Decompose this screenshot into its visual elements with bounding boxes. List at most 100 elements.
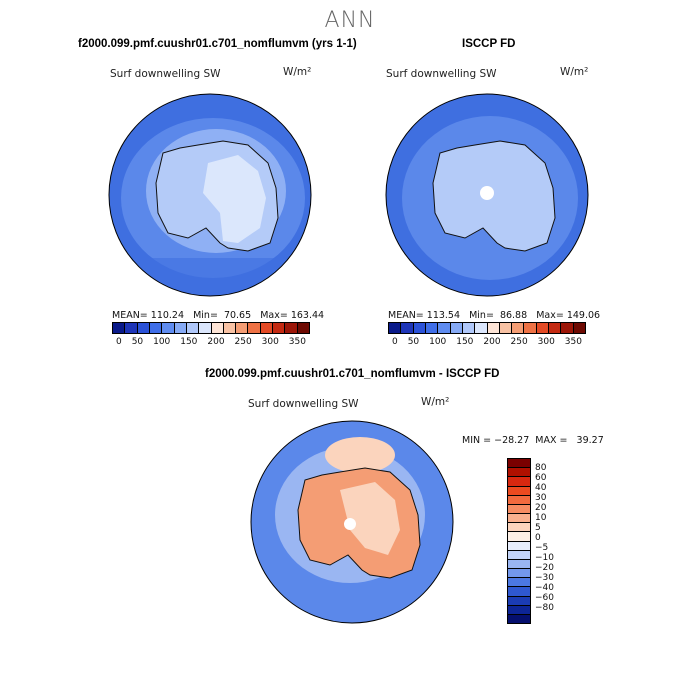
panel3-colorbar-color-14 <box>508 587 530 597</box>
panel3-units: W/m² <box>421 396 450 408</box>
panel3-colorbar-color-10 <box>508 550 530 560</box>
panel1-colorbar-color-2 <box>137 323 150 333</box>
panel2-colorbar-color-11 <box>524 323 537 333</box>
panel1-colorbar: 0 50 100 150 200 250 300 350 <box>112 322 310 347</box>
panel2-colorbar-color-12 <box>536 323 550 333</box>
panel2-colorbar-tick-4: 200 <box>483 337 501 347</box>
panel1-colorbar-color-10 <box>236 323 249 333</box>
panel1-colorbar-color-3 <box>149 323 163 333</box>
panel2-colorbar: 0 50 100 150 200 250 300 350 <box>388 322 586 347</box>
panel3-north-patch <box>325 437 395 473</box>
panel3-colorbar-color-5 <box>508 504 530 515</box>
panel3-colorbar-label-9: −10 <box>535 553 554 563</box>
panel3-colorbar-label-5: 10 <box>535 513 547 523</box>
panel3-colorbar-color-0 <box>508 459 530 469</box>
panel1-colorbar-tick-1: 50 <box>131 337 144 347</box>
panel2-antarctica <box>432 140 556 252</box>
panel2-colorbar-tick-0: 0 <box>392 337 398 347</box>
panel2-colorbar-color-4 <box>438 323 451 333</box>
panel3-colorbar-label-6: 5 <box>535 523 541 533</box>
panel2-pole-gap <box>480 186 494 200</box>
panel1-ocean-south <box>109 258 311 296</box>
panel1-colorbar-color-0 <box>113 323 126 333</box>
panel1-field-label: Surf downwelling SW <box>110 68 221 80</box>
panel3-colorbar-label-14: −80 <box>535 603 554 613</box>
panel1-stats: MEAN= 110.24 Min= 70.65 Max= 163.44 <box>112 310 325 321</box>
panel2-map <box>385 93 589 297</box>
panel2-colorbar-tick-3: 150 <box>456 337 474 347</box>
panel3-colorbar-color-2 <box>508 477 530 487</box>
panel1-colorbar-color-6 <box>186 323 200 333</box>
panel2-colorbar-tick-6: 300 <box>537 337 555 347</box>
panel2-field-label: Surf downwelling SW <box>386 68 497 80</box>
panel3-colorbar-label-7: 0 <box>535 533 541 543</box>
panel2-title: ISCCP FD <box>462 38 516 50</box>
panel1-colorbar-tick-3: 150 <box>180 337 198 347</box>
panel3-colorbar-label-13: −60 <box>535 593 554 603</box>
panel2-colorbar-color-5 <box>450 323 463 333</box>
panel3-colorbar-color-13 <box>508 578 530 588</box>
panel1-colorbar-color-12 <box>260 323 274 333</box>
panel3-field-label: Surf downwelling SW <box>248 398 359 410</box>
panel2-colorbar-color-2 <box>413 323 426 333</box>
panel2-colorbar-tick-5: 250 <box>510 337 528 347</box>
panel3-colorbar-label-0: 80 <box>535 463 547 473</box>
panel1-units: W/m² <box>283 66 312 78</box>
panel3-title: f2000.099.pmf.cuushr01.c701_nomflumvm - … <box>205 368 500 380</box>
panel2-colorbar-color-0 <box>389 323 402 333</box>
panel2-colorbar-color-15 <box>573 323 585 333</box>
panel3-map <box>250 420 454 624</box>
panel1-colorbar-tick-4: 200 <box>207 337 225 347</box>
panel2-colorbar-color-6 <box>462 323 476 333</box>
panel3-colorbar-color-9 <box>508 541 530 551</box>
panel3-land-light <box>340 482 400 555</box>
panel3-colorbar-color-8 <box>508 532 530 542</box>
panel1-map <box>108 93 312 297</box>
panel3-pole-gap <box>344 518 356 530</box>
panel3-colorbar-label-4: 20 <box>535 503 547 513</box>
panel2-colorbar-color-8 <box>487 323 500 333</box>
panel3-colorbar-color-16 <box>508 605 530 615</box>
panel1-colorbar-tick-6: 300 <box>261 337 279 347</box>
panel3-colorbar-color-17 <box>508 614 530 624</box>
panel2-units: W/m² <box>560 66 589 78</box>
panel3-colorbar-labels: 80 60 40 30 20 10 5 0 −5 −10 −20 −30 −40 −60 −80 <box>535 463 554 613</box>
panel3-minmax: MIN = −28.27 MAX = 39.27 <box>462 435 604 446</box>
panel1-colorbar-color-1 <box>125 323 138 333</box>
panel3-colorbar-label-8: −5 <box>535 543 549 553</box>
panel1-colorbar-color-5 <box>174 323 187 333</box>
panel1-colorbar-tick-7: 350 <box>288 337 306 347</box>
panel3-colorbar-label-10: −20 <box>535 563 554 573</box>
panel1-colorbar-color-14 <box>285 323 298 333</box>
panel1-colorbar-tick-5: 250 <box>234 337 252 347</box>
panel2-colorbar-color-1 <box>401 323 414 333</box>
panel3-colorbar-color-11 <box>508 559 530 570</box>
panel2-colorbar-color-14 <box>561 323 574 333</box>
panel1-colorbar-tick-0: 0 <box>116 337 122 347</box>
panel2-colorbar-color-10 <box>512 323 525 333</box>
panel3-colorbar-label-11: −30 <box>535 573 554 583</box>
panel3-colorbar-color-7 <box>508 523 530 533</box>
panel3-colorbar-color-4 <box>508 495 530 505</box>
panel3-colorbar-color-15 <box>508 596 530 606</box>
panel3-colorbar-color-6 <box>508 514 530 524</box>
panel3-colorbar-label-12: −40 <box>535 583 554 593</box>
panel3-colorbar-color-1 <box>508 468 530 478</box>
panel1-colorbar-color-8 <box>211 323 224 333</box>
page-title: ANN <box>324 8 376 33</box>
panel1-colorbar-color-7 <box>199 323 212 333</box>
panel2-colorbar-color-3 <box>425 323 439 333</box>
panel2-colorbar-tick-7: 350 <box>564 337 582 347</box>
panel3-colorbar-label-2: 40 <box>535 483 547 493</box>
panel3-colorbar-label-3: 30 <box>535 493 547 503</box>
panel2-colorbar-tick-1: 50 <box>407 337 420 347</box>
panel2-stats: MEAN= 113.54 Min= 86.88 Max= 149.06 <box>388 310 601 321</box>
panel2-colorbar-color-7 <box>475 323 488 333</box>
panel3-colorbar-label-1: 60 <box>535 473 547 483</box>
panel2-colorbar-color-13 <box>549 323 562 333</box>
panel1-ice-inner <box>203 155 266 243</box>
panel2-colorbar-color-9 <box>499 323 513 333</box>
panel1-colorbar-color-11 <box>248 323 261 333</box>
panel1-colorbar-color-15 <box>297 323 309 333</box>
panel3-colorbar-color-12 <box>508 569 530 579</box>
